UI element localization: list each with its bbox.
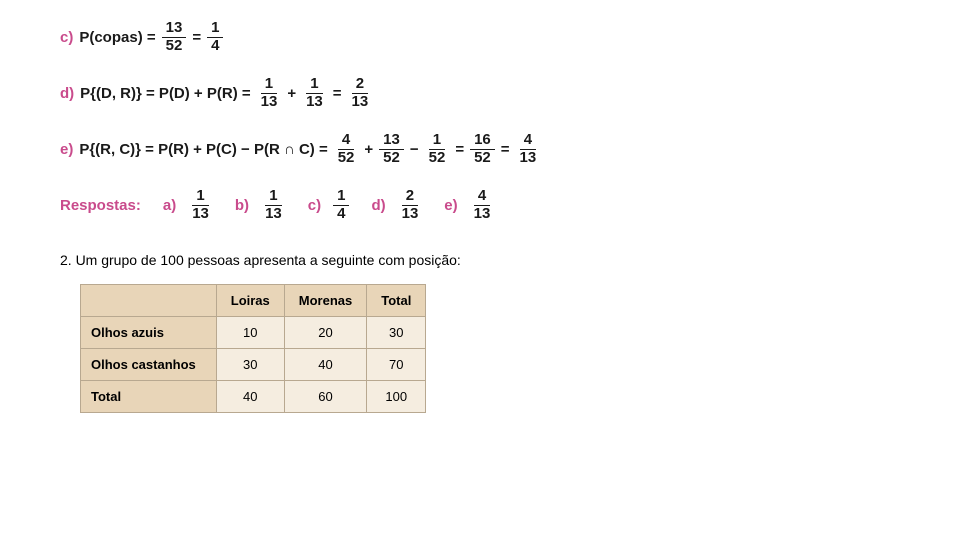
resposta-a: a) 1 13 bbox=[163, 188, 213, 222]
eq-e-lhs: P{(R, C)} = P(R) + P(C) − P(R ∩ C) = bbox=[79, 141, 327, 158]
eq-c-lhs: P(copas) = bbox=[79, 29, 155, 46]
composition-table: Loiras Morenas Total Olhos azuis 10 20 3… bbox=[80, 284, 426, 413]
respostas-row: Respostas: a) 1 13 b) 1 13 c) 1 4 d) 2 1… bbox=[60, 188, 900, 222]
eq-d-frac3: 2 13 bbox=[348, 76, 373, 110]
eq-d-frac2: 1 13 bbox=[302, 76, 327, 110]
eq-e-frac5: 4 13 bbox=[516, 132, 541, 166]
row-header-azuis: Olhos azuis bbox=[81, 317, 217, 349]
eq-d-frac1: 1 13 bbox=[257, 76, 282, 110]
problem2-text: 2. Um grupo de 100 pessoas apresenta a s… bbox=[60, 252, 900, 268]
eq-d-label: d) bbox=[60, 85, 74, 102]
respostas-label: Respostas: bbox=[60, 197, 141, 214]
col-loiras: Loiras bbox=[216, 285, 284, 317]
equation-c: c) P(copas) = 13 52 = 1 4 bbox=[60, 20, 900, 54]
eq-d-lhs: P{(D, R)} = P(D) + P(R) = bbox=[80, 85, 250, 102]
resposta-b: b) 1 13 bbox=[235, 188, 286, 222]
equation-e: e) P{(R, C)} = P(R) + P(C) − P(R ∩ C) = … bbox=[60, 132, 900, 166]
eq-c-frac2: 1 4 bbox=[207, 20, 223, 54]
eq-e-frac1: 4 52 bbox=[334, 132, 359, 166]
eq-e-label: e) bbox=[60, 141, 73, 158]
row-header-total: Total bbox=[81, 381, 217, 413]
col-morenas: Morenas bbox=[284, 285, 366, 317]
eq-c-frac1: 13 52 bbox=[162, 20, 187, 54]
eq-d-expr: P{(D, R)} = P(D) + P(R) = 1 13 + 1 13 = … bbox=[80, 76, 372, 110]
eq-e-frac2: 13 52 bbox=[379, 132, 404, 166]
eq-e-frac4: 16 52 bbox=[470, 132, 495, 166]
eq-e-expr: P{(R, C)} = P(R) + P(C) − P(R ∩ C) = 4 5… bbox=[79, 132, 540, 166]
table-row: Olhos castanhos 30 40 70 bbox=[81, 349, 426, 381]
eq-c-label: c) bbox=[60, 29, 73, 46]
equation-d: d) P{(D, R)} = P(D) + P(R) = 1 13 + 1 13… bbox=[60, 76, 900, 110]
col-total: Total bbox=[367, 285, 426, 317]
resposta-e: e) 4 13 bbox=[444, 188, 494, 222]
row-header-castanhos: Olhos castanhos bbox=[81, 349, 217, 381]
eq-c-expr: P(copas) = 13 52 = 1 4 bbox=[79, 20, 223, 54]
table-row: Total 40 60 100 bbox=[81, 381, 426, 413]
table-row: Olhos azuis 10 20 30 bbox=[81, 317, 426, 349]
table-header-row: Loiras Morenas Total bbox=[81, 285, 426, 317]
resposta-c: c) 1 4 bbox=[308, 188, 350, 222]
table-corner bbox=[81, 285, 217, 317]
eq-e-frac3: 1 52 bbox=[425, 132, 450, 166]
resposta-d: d) 2 13 bbox=[371, 188, 422, 222]
